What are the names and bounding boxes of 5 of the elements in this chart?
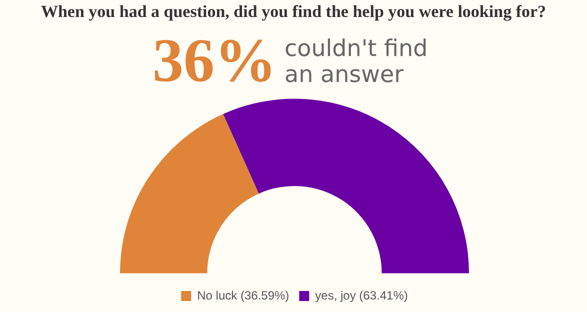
legend-label: yes, joy (63.41%) xyxy=(315,288,408,302)
legend-label: No luck (36.59%) xyxy=(197,288,290,302)
text: 36% xyxy=(152,27,276,95)
chart-title: When you had a question, did you find the help you were looking for? xyxy=(40,2,548,22)
text: couldn't find an answer xyxy=(284,36,429,88)
